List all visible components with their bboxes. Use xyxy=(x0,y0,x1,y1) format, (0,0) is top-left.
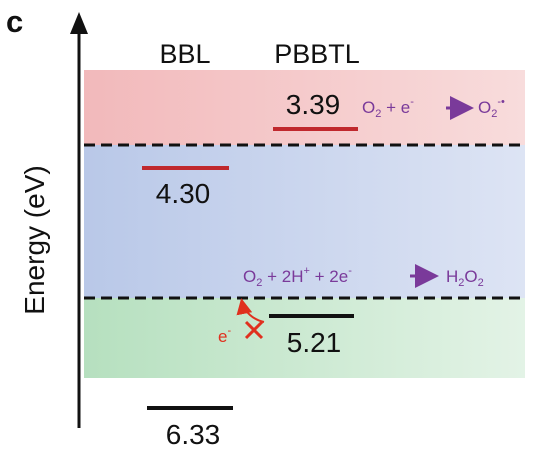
energy-axis-arrowhead xyxy=(70,12,88,34)
electron-label: e- xyxy=(218,325,231,346)
blocked-electron-transfer: e- xyxy=(218,298,265,346)
pbbtl-lumo-value: 3.39 xyxy=(286,89,341,120)
valence-region-band xyxy=(84,298,525,378)
peroxide-reaction: O2 + 2H+ + 2e- H2O2 xyxy=(243,264,484,289)
electron-transfer-arrow xyxy=(236,298,265,323)
material-label-bbl: BBL xyxy=(159,39,210,69)
svg-text:O2 + e-: O2 + e- xyxy=(362,96,414,120)
superoxide-reaction: O2 + e- O2-• xyxy=(362,96,505,120)
svg-text:O2-•: O2-• xyxy=(478,96,505,120)
svg-text:H2O2: H2O2 xyxy=(446,267,484,289)
cross-mark-b xyxy=(244,320,264,340)
energy-axis-label: Energy (eV) xyxy=(19,165,50,314)
pbbtl-homo-value: 5.21 xyxy=(287,327,342,358)
panel-label: c xyxy=(6,4,23,39)
gap-region-band xyxy=(84,145,525,298)
bbl-homo-value: 6.33 xyxy=(166,419,221,450)
bbl-lumo-value: 4.30 xyxy=(156,178,211,209)
material-label-pbbtl: PBBTL xyxy=(274,39,360,69)
svg-text:O2 + 2H+ + 2e-: O2 + 2H+ + 2e- xyxy=(243,265,352,289)
